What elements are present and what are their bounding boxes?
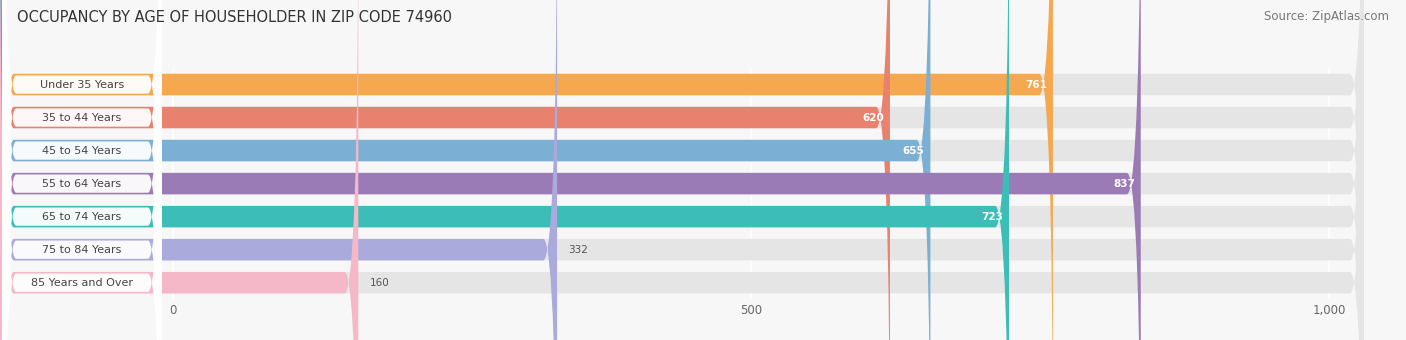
Text: 723: 723 [981, 211, 1004, 222]
FancyBboxPatch shape [0, 0, 557, 340]
FancyBboxPatch shape [0, 0, 1010, 340]
FancyBboxPatch shape [0, 0, 1140, 340]
Text: 35 to 44 Years: 35 to 44 Years [42, 113, 122, 122]
FancyBboxPatch shape [0, 0, 1364, 340]
FancyBboxPatch shape [0, 0, 890, 340]
Text: 160: 160 [370, 278, 389, 288]
FancyBboxPatch shape [3, 0, 162, 340]
Text: OCCUPANCY BY AGE OF HOUSEHOLDER IN ZIP CODE 74960: OCCUPANCY BY AGE OF HOUSEHOLDER IN ZIP C… [17, 10, 451, 25]
Text: 45 to 54 Years: 45 to 54 Years [42, 146, 122, 156]
FancyBboxPatch shape [3, 0, 162, 340]
Text: Source: ZipAtlas.com: Source: ZipAtlas.com [1264, 10, 1389, 23]
Text: 620: 620 [862, 113, 884, 122]
Text: 85 Years and Over: 85 Years and Over [31, 278, 134, 288]
FancyBboxPatch shape [0, 0, 359, 340]
FancyBboxPatch shape [3, 0, 162, 340]
FancyBboxPatch shape [0, 0, 1364, 340]
Text: 655: 655 [903, 146, 925, 156]
FancyBboxPatch shape [0, 0, 1364, 340]
Text: 55 to 64 Years: 55 to 64 Years [42, 178, 122, 189]
FancyBboxPatch shape [0, 0, 1364, 340]
FancyBboxPatch shape [3, 0, 162, 340]
FancyBboxPatch shape [3, 0, 162, 340]
FancyBboxPatch shape [3, 0, 162, 340]
Text: Under 35 Years: Under 35 Years [39, 80, 124, 89]
Text: 332: 332 [568, 245, 589, 255]
FancyBboxPatch shape [0, 0, 931, 340]
FancyBboxPatch shape [3, 0, 162, 340]
Text: 761: 761 [1025, 80, 1047, 89]
FancyBboxPatch shape [0, 0, 1364, 340]
FancyBboxPatch shape [0, 0, 1364, 340]
Text: 837: 837 [1114, 178, 1135, 189]
Text: 75 to 84 Years: 75 to 84 Years [42, 245, 122, 255]
FancyBboxPatch shape [0, 0, 1364, 340]
FancyBboxPatch shape [0, 0, 1053, 340]
Text: 65 to 74 Years: 65 to 74 Years [42, 211, 122, 222]
